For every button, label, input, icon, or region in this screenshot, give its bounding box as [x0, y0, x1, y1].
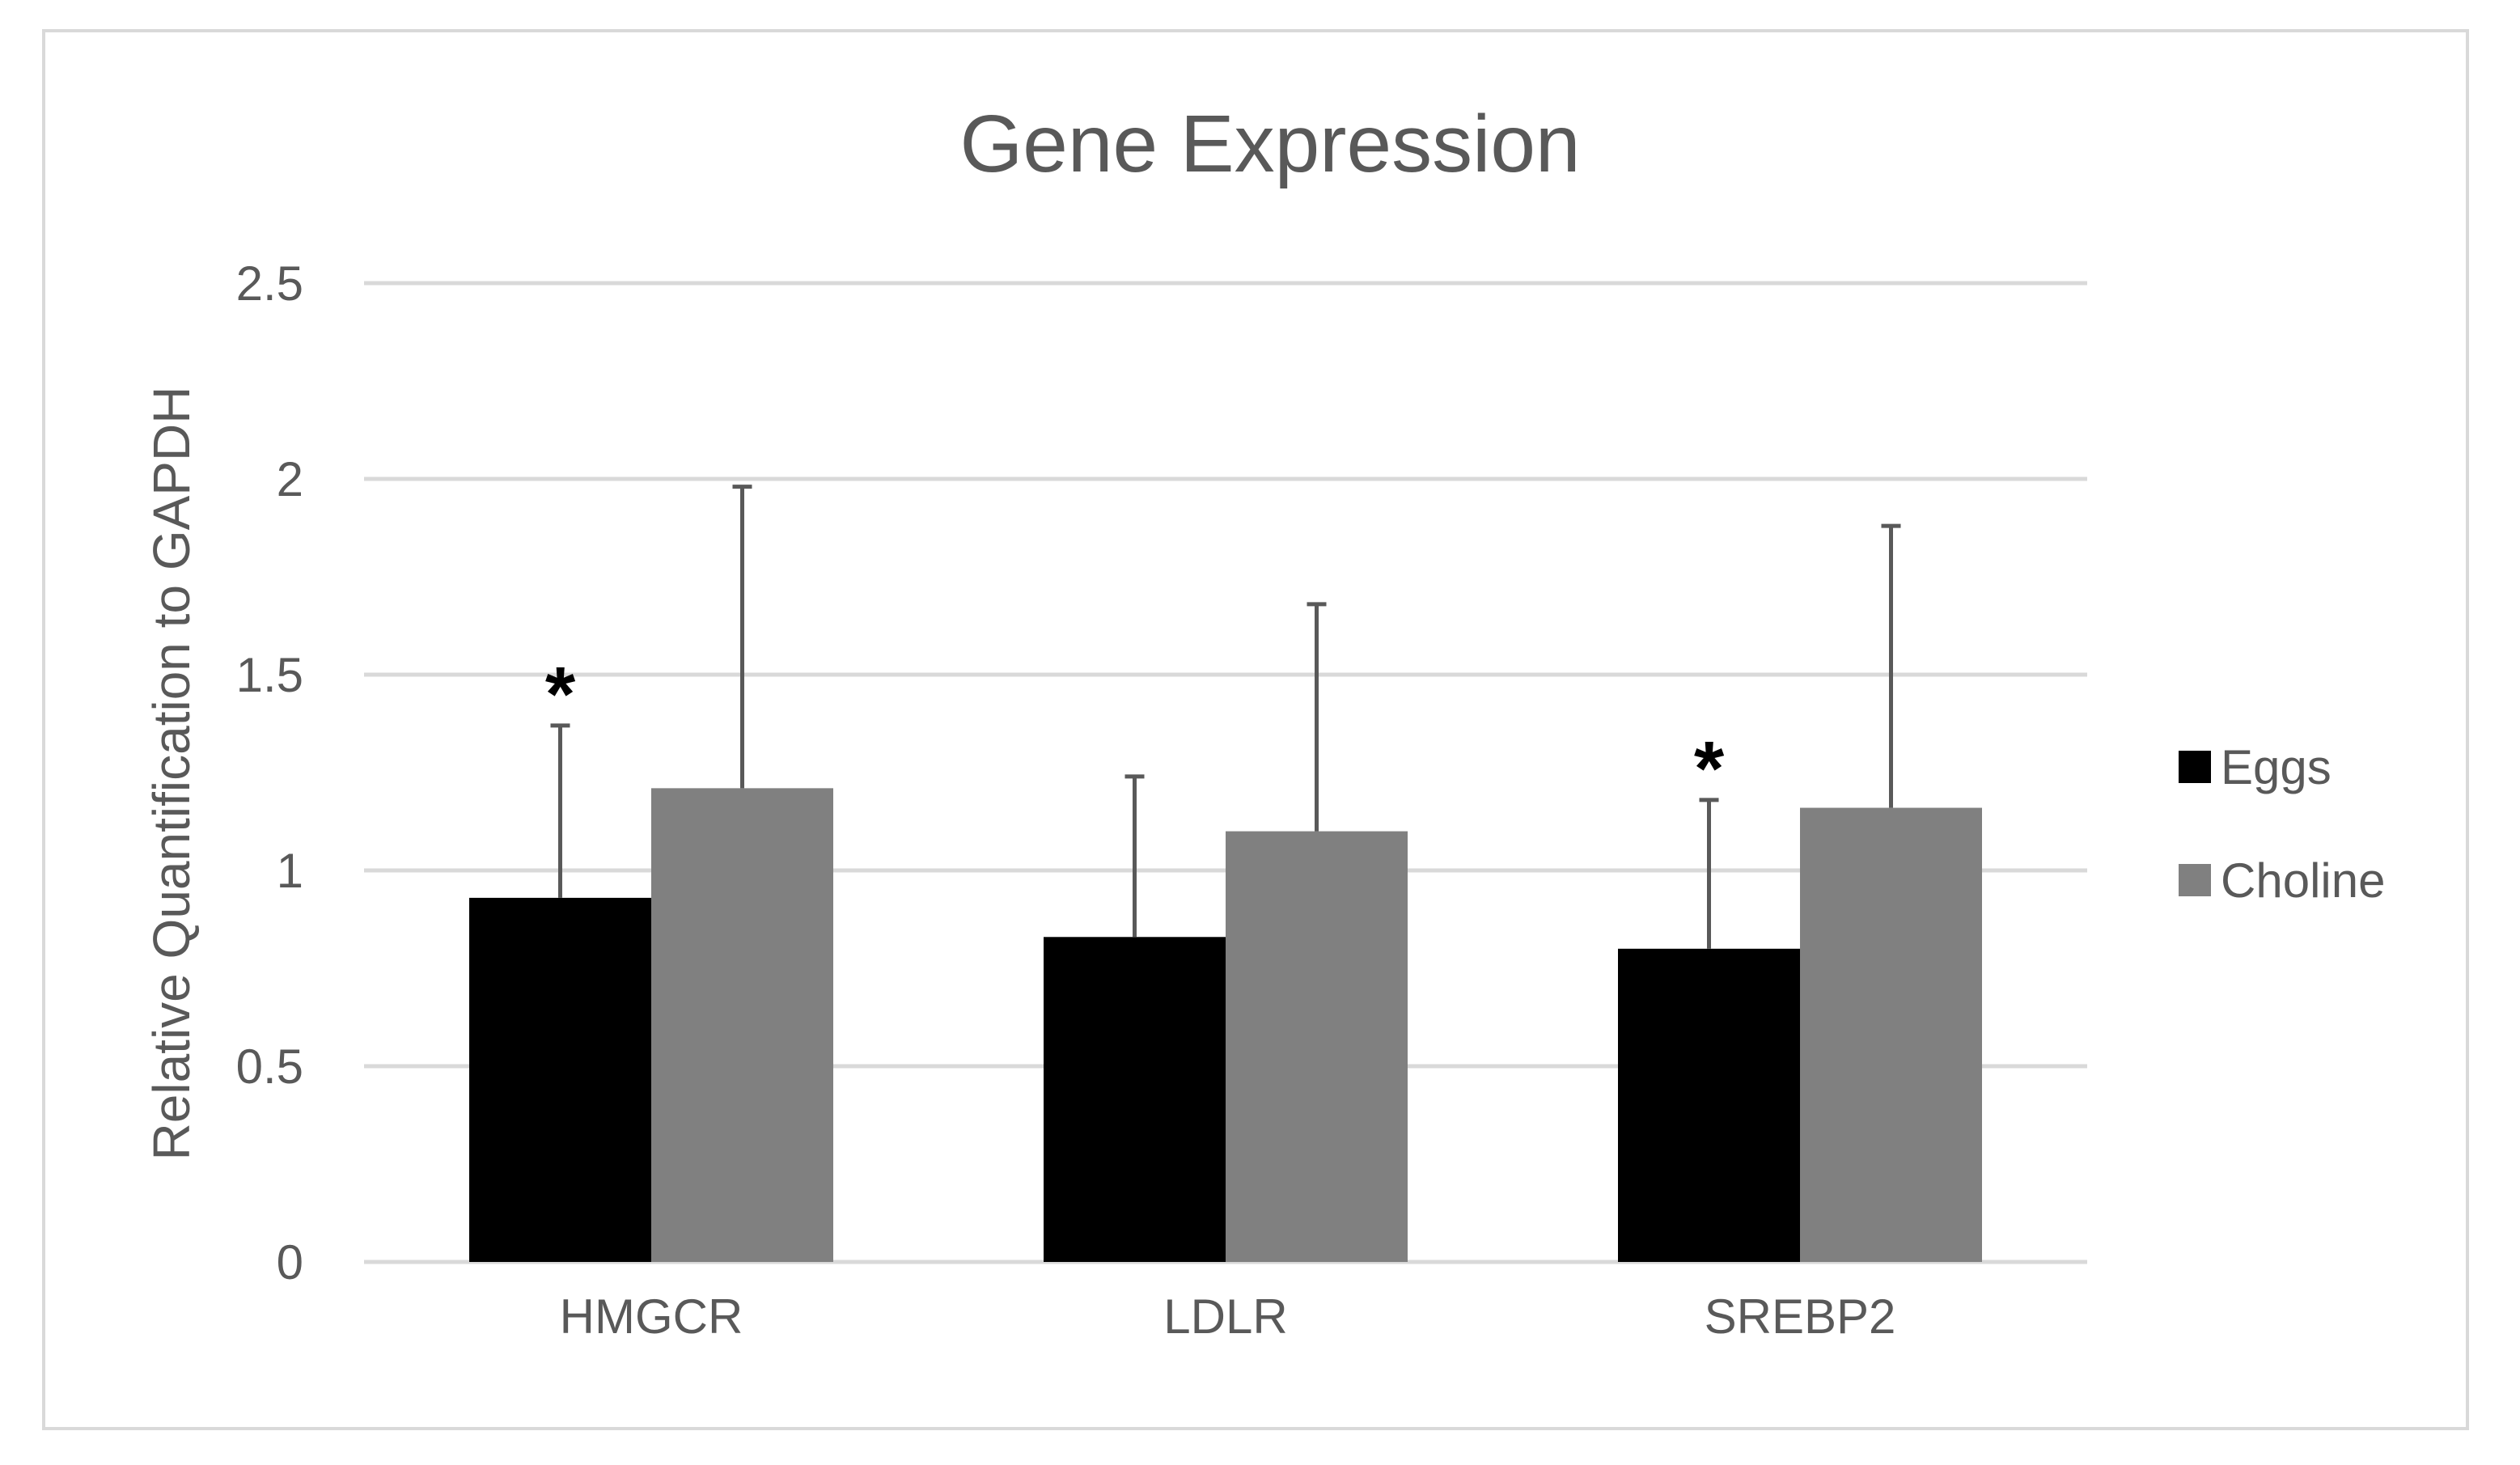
legend-label-eggs: Eggs — [2221, 740, 2332, 794]
bar-choline-srebp2 — [1800, 807, 1982, 1262]
significance-annotations: ** — [545, 651, 1725, 812]
error-bars — [550, 485, 1901, 949]
bar-eggs-hmgcr — [469, 897, 651, 1262]
x-tick-label: SREBP2 — [1705, 1289, 1896, 1344]
legend-label-choline: Choline — [2221, 853, 2385, 908]
y-tick-label: 0 — [277, 1235, 303, 1289]
chart-title: Gene Expression — [959, 99, 1580, 189]
x-tick-label: LDLR — [1163, 1289, 1287, 1344]
significance-marker: * — [1694, 726, 1725, 812]
y-axis-ticks: 0 0.5 1 1.5 2 2.5 — [236, 256, 303, 1289]
bar-choline-ldlr — [1226, 831, 1408, 1262]
y-tick-label: 1 — [277, 844, 303, 898]
bar-eggs-ldlr — [1044, 937, 1226, 1262]
x-tick-label: HMGCR — [560, 1289, 743, 1344]
y-axis-title: Relative Quantification to GAPDH — [142, 387, 201, 1161]
significance-marker: * — [545, 651, 576, 738]
y-tick-label: 1.5 — [236, 648, 303, 702]
legend-swatch-choline — [2179, 864, 2211, 896]
y-tick-label: 0.5 — [236, 1039, 303, 1094]
legend: Eggs Choline — [2179, 740, 2385, 908]
bar-choline-hmgcr — [651, 788, 833, 1262]
y-tick-label: 2 — [277, 452, 303, 506]
legend-swatch-eggs — [2179, 751, 2211, 783]
x-axis-ticks: HMGCR LDLR SREBP2 — [560, 1289, 1896, 1344]
y-tick-label: 2.5 — [236, 256, 303, 311]
bars — [469, 788, 1982, 1262]
bar-eggs-srebp2 — [1618, 948, 1800, 1262]
